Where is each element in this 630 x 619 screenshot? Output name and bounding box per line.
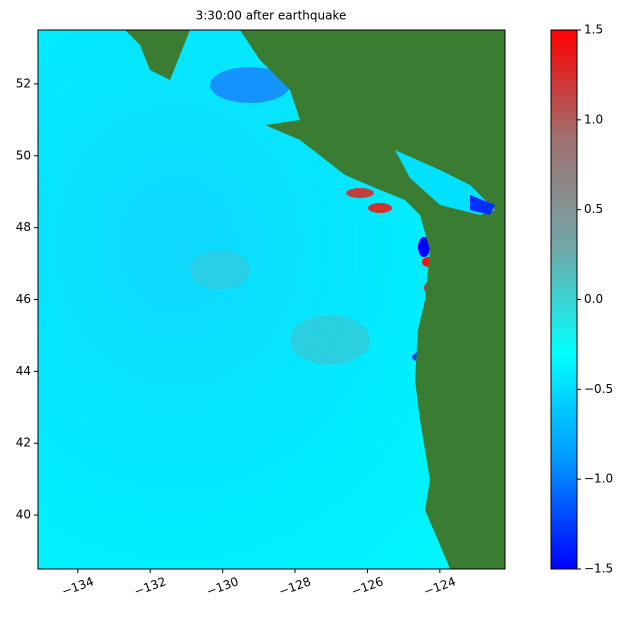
colorbar-tick-label: 0.5 (584, 202, 603, 216)
x-tick-label: −126 (349, 574, 385, 598)
colorbar (550, 29, 578, 570)
y-tick-label: 52 (16, 76, 31, 90)
y-tick-label: 50 (16, 148, 31, 162)
y-tick-label: 48 (16, 220, 31, 234)
chart-title: 3:30:00 after earthquake (196, 9, 347, 23)
colorbar-tick-label: −1.5 (584, 562, 613, 576)
x-tick-label: −124 (422, 574, 458, 598)
x-tick-label: −134 (60, 574, 96, 598)
colorbar-tick-label: 1.0 (584, 112, 603, 126)
x-tick-label: −128 (277, 574, 313, 598)
y-tick-label: 44 (16, 364, 31, 378)
map-field (38, 30, 505, 569)
colorbar-tick-label: 0.0 (584, 292, 603, 306)
y-tick-label: 42 (16, 436, 31, 450)
y-tick-label: 46 (16, 292, 31, 306)
y-tick-label: 40 (16, 508, 31, 522)
x-tick-label: −132 (132, 574, 168, 598)
x-tick-label: −130 (205, 574, 241, 598)
colorbar-tick-label: −1.0 (584, 472, 613, 486)
colorbar-tick-label: 1.5 (584, 23, 603, 37)
colorbar-tick-label: −0.5 (584, 382, 613, 396)
